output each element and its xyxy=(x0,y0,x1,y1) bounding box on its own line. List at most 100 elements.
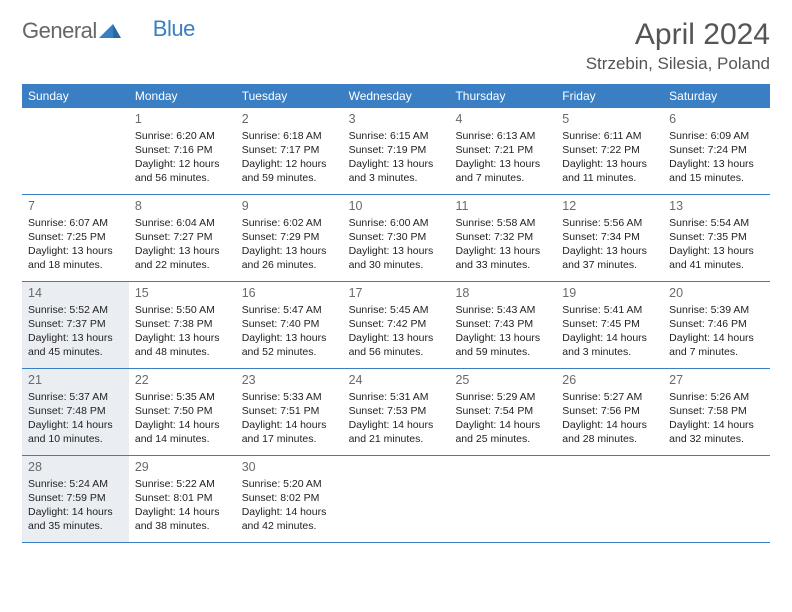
daylight1-text: Daylight: 14 hours xyxy=(669,331,764,345)
day-number: 5 xyxy=(562,111,657,128)
day-number: 27 xyxy=(669,372,764,389)
calendar-cell: 15Sunrise: 5:50 AMSunset: 7:38 PMDayligh… xyxy=(129,282,236,368)
logo-text-general: General xyxy=(22,18,97,44)
day-number: 29 xyxy=(135,459,230,476)
sunset-text: Sunset: 7:22 PM xyxy=(562,143,657,157)
sunset-text: Sunset: 7:48 PM xyxy=(28,404,123,418)
daylight2-text: and 25 minutes. xyxy=(455,432,550,446)
sunrise-text: Sunrise: 5:54 AM xyxy=(669,216,764,230)
daylight1-text: Daylight: 14 hours xyxy=(669,418,764,432)
sunrise-text: Sunrise: 6:20 AM xyxy=(135,129,230,143)
calendar-cell: 27Sunrise: 5:26 AMSunset: 7:58 PMDayligh… xyxy=(663,369,770,455)
daylight1-text: Daylight: 13 hours xyxy=(349,244,444,258)
calendar-cell: 9Sunrise: 6:02 AMSunset: 7:29 PMDaylight… xyxy=(236,195,343,281)
daylight2-text: and 14 minutes. xyxy=(135,432,230,446)
daylight2-text: and 3 minutes. xyxy=(562,345,657,359)
sunset-text: Sunset: 7:54 PM xyxy=(455,404,550,418)
day-number: 10 xyxy=(349,198,444,215)
sunrise-text: Sunrise: 5:22 AM xyxy=(135,477,230,491)
sunrise-text: Sunrise: 6:04 AM xyxy=(135,216,230,230)
calendar-cell: 12Sunrise: 5:56 AMSunset: 7:34 PMDayligh… xyxy=(556,195,663,281)
daylight2-text: and 59 minutes. xyxy=(455,345,550,359)
daylight2-text: and 56 minutes. xyxy=(349,345,444,359)
sunset-text: Sunset: 7:19 PM xyxy=(349,143,444,157)
sunset-text: Sunset: 7:32 PM xyxy=(455,230,550,244)
day-number: 17 xyxy=(349,285,444,302)
weeks-container: 1Sunrise: 6:20 AMSunset: 7:16 PMDaylight… xyxy=(22,108,770,543)
calendar-cell: 6Sunrise: 6:09 AMSunset: 7:24 PMDaylight… xyxy=(663,108,770,194)
sunrise-text: Sunrise: 6:09 AM xyxy=(669,129,764,143)
dayheader: Wednesday xyxy=(343,84,450,108)
daylight1-text: Daylight: 13 hours xyxy=(455,157,550,171)
calendar-cell: 24Sunrise: 5:31 AMSunset: 7:53 PMDayligh… xyxy=(343,369,450,455)
daylight1-text: Daylight: 13 hours xyxy=(455,331,550,345)
sunset-text: Sunset: 7:46 PM xyxy=(669,317,764,331)
calendar-cell: 30Sunrise: 5:20 AMSunset: 8:02 PMDayligh… xyxy=(236,456,343,542)
daylight1-text: Daylight: 14 hours xyxy=(28,418,123,432)
sunset-text: Sunset: 7:17 PM xyxy=(242,143,337,157)
calendar-cell: 19Sunrise: 5:41 AMSunset: 7:45 PMDayligh… xyxy=(556,282,663,368)
title-block: April 2024 Strzebin, Silesia, Poland xyxy=(586,18,770,74)
day-number: 13 xyxy=(669,198,764,215)
daylight2-text: and 15 minutes. xyxy=(669,171,764,185)
day-number: 20 xyxy=(669,285,764,302)
day-number: 3 xyxy=(349,111,444,128)
day-number: 19 xyxy=(562,285,657,302)
daylight1-text: Daylight: 13 hours xyxy=(135,244,230,258)
logo-icon xyxy=(99,18,121,44)
sunrise-text: Sunrise: 6:02 AM xyxy=(242,216,337,230)
day-number: 21 xyxy=(28,372,123,389)
day-number: 14 xyxy=(28,285,123,302)
sunset-text: Sunset: 7:38 PM xyxy=(135,317,230,331)
day-number: 16 xyxy=(242,285,337,302)
calendar-cell: 17Sunrise: 5:45 AMSunset: 7:42 PMDayligh… xyxy=(343,282,450,368)
daylight2-text: and 33 minutes. xyxy=(455,258,550,272)
sunrise-text: Sunrise: 5:24 AM xyxy=(28,477,123,491)
sunrise-text: Sunrise: 5:56 AM xyxy=(562,216,657,230)
calendar-cell: 26Sunrise: 5:27 AMSunset: 7:56 PMDayligh… xyxy=(556,369,663,455)
daylight1-text: Daylight: 14 hours xyxy=(349,418,444,432)
daylight1-text: Daylight: 13 hours xyxy=(455,244,550,258)
daylight1-text: Daylight: 13 hours xyxy=(562,157,657,171)
calendar-cell-empty xyxy=(449,456,556,542)
sunset-text: Sunset: 7:42 PM xyxy=(349,317,444,331)
sunset-text: Sunset: 7:25 PM xyxy=(28,230,123,244)
sunset-text: Sunset: 7:59 PM xyxy=(28,491,123,505)
page: General Blue April 2024 Strzebin, Silesi… xyxy=(0,0,792,561)
daylight2-text: and 42 minutes. xyxy=(242,519,337,533)
daylight2-text: and 28 minutes. xyxy=(562,432,657,446)
calendar-cell: 20Sunrise: 5:39 AMSunset: 7:46 PMDayligh… xyxy=(663,282,770,368)
calendar-cell: 2Sunrise: 6:18 AMSunset: 7:17 PMDaylight… xyxy=(236,108,343,194)
day-number: 8 xyxy=(135,198,230,215)
sunrise-text: Sunrise: 5:52 AM xyxy=(28,303,123,317)
daylight2-text: and 22 minutes. xyxy=(135,258,230,272)
calendar-cell: 14Sunrise: 5:52 AMSunset: 7:37 PMDayligh… xyxy=(22,282,129,368)
day-number: 7 xyxy=(28,198,123,215)
dayheader: Saturday xyxy=(663,84,770,108)
sunrise-text: Sunrise: 5:50 AM xyxy=(135,303,230,317)
daylight1-text: Daylight: 12 hours xyxy=(242,157,337,171)
daylight2-text: and 11 minutes. xyxy=(562,171,657,185)
sunrise-text: Sunrise: 5:33 AM xyxy=(242,390,337,404)
day-number: 11 xyxy=(455,198,550,215)
calendar-cell-empty xyxy=(343,456,450,542)
daylight2-text: and 56 minutes. xyxy=(135,171,230,185)
sunset-text: Sunset: 7:53 PM xyxy=(349,404,444,418)
calendar-cell: 13Sunrise: 5:54 AMSunset: 7:35 PMDayligh… xyxy=(663,195,770,281)
sunrise-text: Sunrise: 5:35 AM xyxy=(135,390,230,404)
daylight2-text: and 32 minutes. xyxy=(669,432,764,446)
week-row: 14Sunrise: 5:52 AMSunset: 7:37 PMDayligh… xyxy=(22,282,770,369)
calendar-cell: 10Sunrise: 6:00 AMSunset: 7:30 PMDayligh… xyxy=(343,195,450,281)
location: Strzebin, Silesia, Poland xyxy=(586,54,770,74)
day-number: 9 xyxy=(242,198,337,215)
week-row: 1Sunrise: 6:20 AMSunset: 7:16 PMDaylight… xyxy=(22,108,770,195)
sunrise-text: Sunrise: 6:15 AM xyxy=(349,129,444,143)
day-number: 30 xyxy=(242,459,337,476)
daylight2-text: and 7 minutes. xyxy=(669,345,764,359)
day-number: 1 xyxy=(135,111,230,128)
sunrise-text: Sunrise: 6:18 AM xyxy=(242,129,337,143)
sunrise-text: Sunrise: 6:00 AM xyxy=(349,216,444,230)
daylight1-text: Daylight: 14 hours xyxy=(562,331,657,345)
sunset-text: Sunset: 7:58 PM xyxy=(669,404,764,418)
dayheader: Sunday xyxy=(22,84,129,108)
